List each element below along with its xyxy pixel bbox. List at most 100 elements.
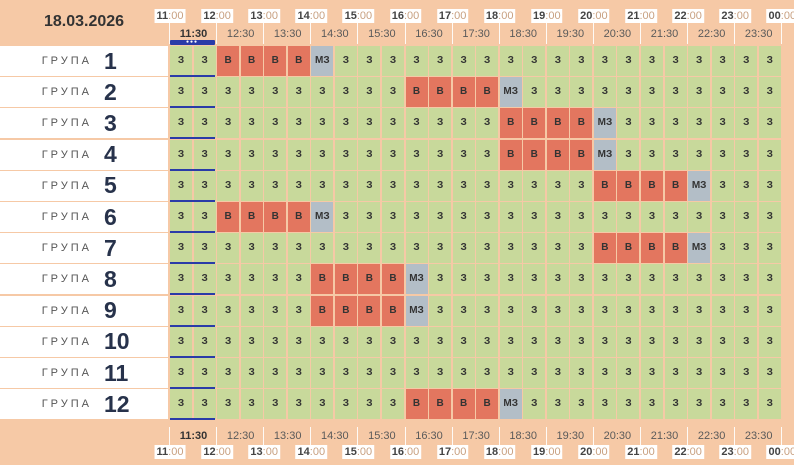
slot-cell[interactable]: З bbox=[381, 202, 404, 232]
slot-cell[interactable]: З bbox=[287, 358, 310, 388]
slot-cell[interactable]: З bbox=[499, 46, 522, 76]
slot-cell[interactable]: З bbox=[405, 233, 428, 264]
slot-cell[interactable]: В bbox=[358, 295, 381, 326]
slot-cell[interactable]: З bbox=[217, 389, 240, 420]
slot-cell[interactable]: З bbox=[617, 202, 640, 232]
slot-cell[interactable]: З bbox=[452, 46, 475, 76]
slot-cell[interactable]: В bbox=[546, 108, 569, 139]
slot-cell[interactable]: З bbox=[688, 264, 711, 295]
slot-cell[interactable]: В bbox=[452, 77, 475, 108]
slot-cell[interactable]: З bbox=[523, 389, 546, 420]
slot-cell[interactable]: З bbox=[641, 108, 664, 139]
slot-cell[interactable]: В bbox=[240, 202, 263, 232]
slot-cell[interactable]: З bbox=[523, 46, 546, 76]
slot-cell[interactable]: З bbox=[735, 108, 758, 139]
slot-cell[interactable]: З bbox=[240, 170, 263, 201]
slot-cell[interactable]: З bbox=[287, 326, 310, 357]
slot-cell[interactable]: З bbox=[476, 139, 499, 170]
slot-cell[interactable]: МЗ bbox=[499, 389, 522, 420]
slot-cell[interactable]: З bbox=[758, 202, 781, 232]
slot-cell[interactable]: З bbox=[570, 77, 593, 108]
slot-cell[interactable]: З bbox=[546, 233, 569, 264]
slot-cell[interactable]: В bbox=[264, 202, 287, 232]
slot-cell[interactable]: З bbox=[170, 170, 193, 201]
slot-cell[interactable]: З bbox=[523, 358, 546, 388]
slot-cell[interactable]: З bbox=[358, 202, 381, 232]
slot-cell[interactable]: В bbox=[617, 170, 640, 201]
slot-cell[interactable]: З bbox=[641, 326, 664, 357]
slot-cell[interactable]: З bbox=[170, 358, 193, 388]
slot-cell[interactable]: В bbox=[593, 170, 616, 201]
slot-cell[interactable]: З bbox=[264, 295, 287, 326]
slot-cell[interactable]: З bbox=[334, 358, 357, 388]
slot-cell[interactable]: З bbox=[193, 389, 216, 420]
slot-cell[interactable]: З bbox=[546, 77, 569, 108]
slot-cell[interactable]: З bbox=[264, 264, 287, 295]
slot-cell[interactable]: З bbox=[429, 46, 452, 76]
slot-cell[interactable]: З bbox=[240, 358, 263, 388]
slot-cell[interactable]: З bbox=[287, 77, 310, 108]
slot-cell[interactable]: МЗ bbox=[688, 233, 711, 264]
slot-cell[interactable]: З bbox=[617, 77, 640, 108]
slot-cell[interactable]: З bbox=[688, 77, 711, 108]
slot-cell[interactable]: В bbox=[287, 46, 310, 76]
slot-cell[interactable]: В bbox=[311, 295, 334, 326]
slot-cell[interactable]: МЗ bbox=[311, 202, 334, 232]
slot-cell[interactable]: МЗ bbox=[405, 264, 428, 295]
slot-cell[interactable]: З bbox=[193, 108, 216, 139]
slot-cell[interactable]: З bbox=[593, 202, 616, 232]
slot-cell[interactable]: З bbox=[617, 264, 640, 295]
slot-cell[interactable]: В bbox=[570, 108, 593, 139]
slot-cell[interactable]: З bbox=[452, 264, 475, 295]
slot-cell[interactable]: З bbox=[381, 389, 404, 420]
slot-cell[interactable]: З bbox=[758, 170, 781, 201]
slot-cell[interactable]: В bbox=[381, 264, 404, 295]
slot-cell[interactable]: З bbox=[593, 77, 616, 108]
slot-cell[interactable]: З bbox=[641, 202, 664, 232]
slot-cell[interactable]: З bbox=[641, 295, 664, 326]
slot-cell[interactable]: З bbox=[546, 295, 569, 326]
slot-cell[interactable]: З bbox=[711, 77, 734, 108]
slot-cell[interactable]: З bbox=[476, 264, 499, 295]
slot-cell[interactable]: З bbox=[593, 264, 616, 295]
slot-cell[interactable]: З bbox=[170, 202, 193, 232]
slot-cell[interactable]: З bbox=[358, 326, 381, 357]
slot-cell[interactable]: З bbox=[429, 295, 452, 326]
slot-cell[interactable]: В bbox=[593, 233, 616, 264]
slot-cell[interactable]: З bbox=[217, 326, 240, 357]
slot-cell[interactable]: З bbox=[170, 139, 193, 170]
slot-cell[interactable]: З bbox=[758, 108, 781, 139]
slot-cell[interactable]: З bbox=[452, 295, 475, 326]
slot-cell[interactable]: З bbox=[217, 233, 240, 264]
slot-cell[interactable]: З bbox=[688, 358, 711, 388]
slot-cell[interactable]: З bbox=[240, 264, 263, 295]
slot-cell[interactable]: З bbox=[264, 170, 287, 201]
slot-cell[interactable]: З bbox=[358, 46, 381, 76]
slot-cell[interactable]: З bbox=[735, 139, 758, 170]
slot-cell[interactable]: З bbox=[499, 170, 522, 201]
slot-cell[interactable]: В bbox=[405, 389, 428, 420]
slot-cell[interactable]: З bbox=[499, 264, 522, 295]
slot-cell[interactable]: В bbox=[405, 77, 428, 108]
slot-cell[interactable]: З bbox=[217, 77, 240, 108]
slot-cell[interactable]: З bbox=[641, 46, 664, 76]
slot-cell[interactable]: З bbox=[664, 295, 687, 326]
slot-cell[interactable]: З bbox=[546, 170, 569, 201]
slot-cell[interactable]: З bbox=[546, 46, 569, 76]
slot-cell[interactable]: З bbox=[193, 233, 216, 264]
slot-cell[interactable]: З bbox=[217, 139, 240, 170]
slot-cell[interactable]: З bbox=[499, 295, 522, 326]
slot-cell[interactable]: З bbox=[240, 233, 263, 264]
slot-cell[interactable]: З bbox=[381, 108, 404, 139]
slot-cell[interactable]: В bbox=[217, 46, 240, 76]
slot-cell[interactable]: З bbox=[617, 326, 640, 357]
slot-cell[interactable]: З bbox=[334, 139, 357, 170]
slot-cell[interactable]: В bbox=[523, 108, 546, 139]
slot-cell[interactable]: З bbox=[499, 202, 522, 232]
slot-cell[interactable]: З bbox=[334, 108, 357, 139]
slot-cell[interactable]: З bbox=[405, 326, 428, 357]
slot-cell[interactable]: З bbox=[499, 233, 522, 264]
slot-cell[interactable]: В bbox=[499, 108, 522, 139]
slot-cell[interactable]: З bbox=[593, 295, 616, 326]
slot-cell[interactable]: З bbox=[688, 108, 711, 139]
